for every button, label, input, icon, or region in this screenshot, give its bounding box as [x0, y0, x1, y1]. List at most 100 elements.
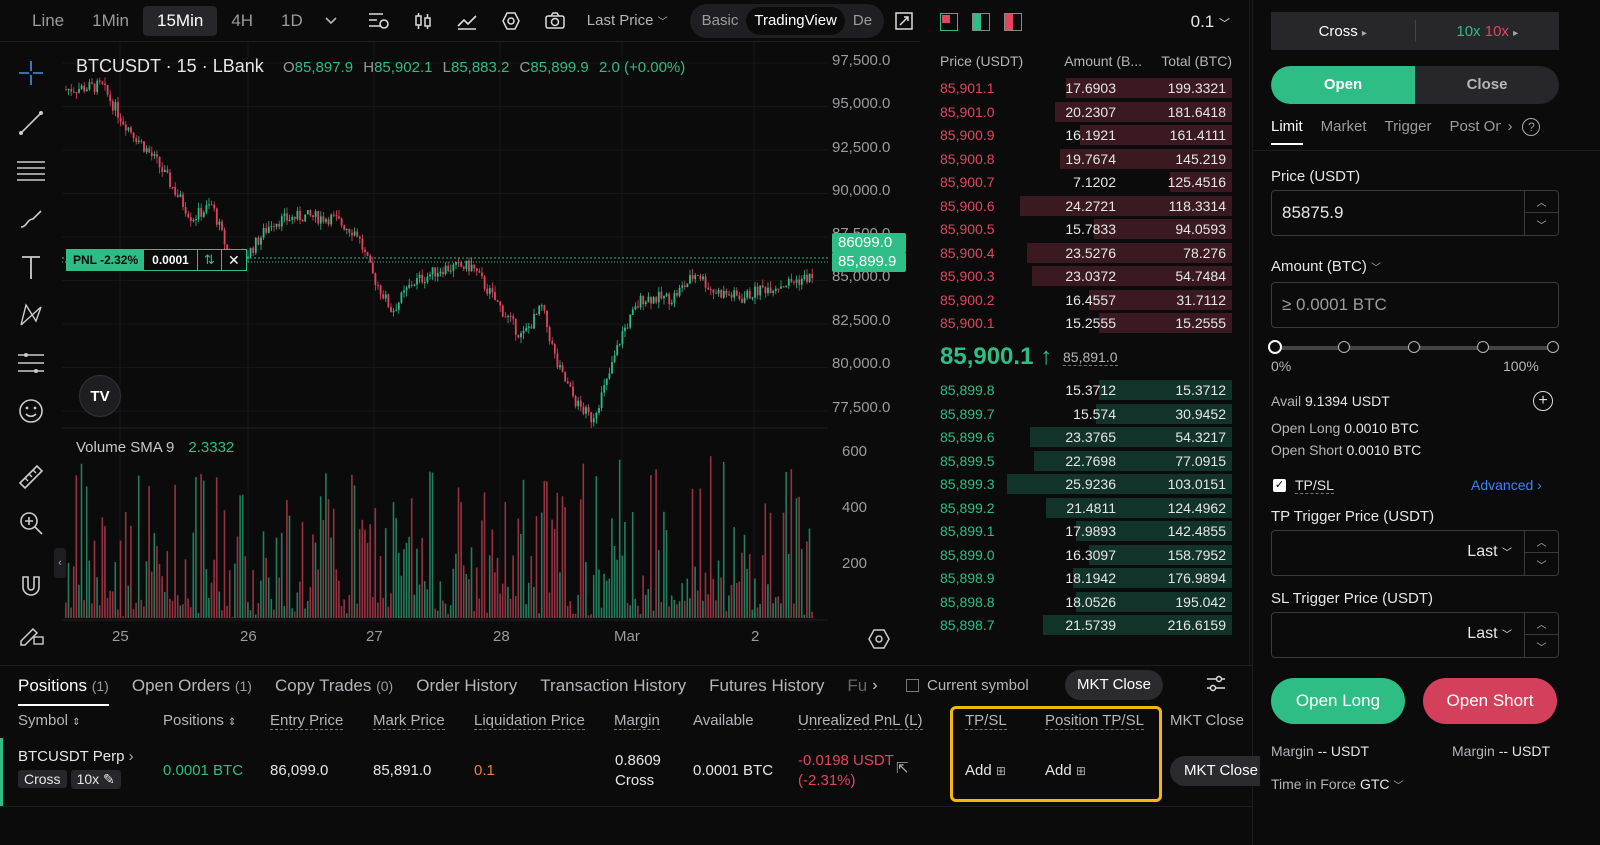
tp-trigger-input[interactable]: Last ﹀ ︿ ﹀ — [1271, 530, 1559, 576]
tab-market[interactable]: Market — [1320, 118, 1367, 135]
price-input[interactable]: 85875.9 ︿ ﹀ — [1271, 190, 1559, 236]
amount-input[interactable]: ≥ 0.0001 BTC — [1271, 282, 1559, 328]
leverage-select[interactable]: 10x 10x ▸ — [1456, 22, 1519, 40]
ask-row[interactable]: 85,900.1 15.2555 15.2555 — [938, 313, 1232, 333]
ask-row[interactable]: 85,900.6 24.2721 118.3314 — [938, 195, 1232, 216]
tab-copy-trades[interactable]: Copy Trades (0) — [274, 676, 394, 695]
ask-row[interactable]: 85,901.0 20.2307 181.6418 — [938, 101, 1232, 122]
mkt-close-all-button[interactable]: MKT Close — [1065, 670, 1163, 700]
timeframe-15min[interactable]: 15Min — [143, 5, 218, 36]
lock-drawing-icon[interactable] — [16, 618, 46, 648]
bid-row[interactable]: 85,899.6 23.3765 54.3217 — [938, 427, 1232, 447]
ask-row[interactable]: 85,900.2 16.4557 31.7112 — [938, 289, 1232, 310]
filter-settings-icon[interactable] — [1205, 674, 1227, 694]
ask-row[interactable]: 85,900.5 15.7833 94.0593 — [938, 219, 1232, 239]
advanced-link[interactable]: Advanced › — [1471, 477, 1542, 493]
indicators-icon[interactable] — [367, 9, 391, 33]
bid-row[interactable]: 85,899.0 16.3097 158.7952 — [938, 544, 1232, 565]
settings-hex-icon[interactable] — [499, 9, 523, 33]
bid-row[interactable]: 85,899.2 21.4811 124.4962 — [938, 497, 1232, 518]
tab-futures-more[interactable]: Fu — [847, 676, 868, 695]
add-position-tpsl-button[interactable]: Add ⊞ — [1045, 762, 1086, 779]
chart-settings-icon[interactable] — [864, 624, 894, 654]
bid-row[interactable]: 85,899.3 25.9236 103.0151 — [938, 474, 1232, 494]
chevron-down-icon[interactable] — [319, 9, 343, 33]
timeframe-1d[interactable]: 1D — [281, 10, 303, 30]
tab-trigger[interactable]: Trigger — [1384, 118, 1432, 135]
forecast-icon[interactable] — [16, 348, 46, 378]
leverage-badge[interactable]: 10x ✎ — [70, 770, 121, 789]
col-symbol[interactable]: Symbol ⇕ — [18, 712, 81, 729]
tab-limit[interactable]: Limit — [1271, 118, 1303, 145]
line-chart-icon[interactable] — [455, 9, 479, 33]
close-position-icon[interactable]: ✕ — [227, 251, 240, 268]
amount-unit-select[interactable]: Amount (BTC) ﹀ — [1271, 258, 1382, 275]
bid-row[interactable]: 85,898.8 18.0526 195.042 — [938, 591, 1232, 612]
timeframe-1min[interactable]: 1Min — [92, 10, 129, 30]
tp-stepper[interactable]: ︿ ﹀ — [1524, 531, 1558, 575]
open-long-button[interactable]: Open Long — [1271, 678, 1405, 724]
sl-trigger-type-select[interactable]: Last ﹀ — [1467, 625, 1512, 642]
magnet-icon[interactable] — [16, 572, 46, 602]
price-stepper[interactable]: ︿ ﹀ — [1524, 191, 1558, 235]
crosshair-icon[interactable] — [16, 58, 46, 88]
ask-row[interactable]: 85,900.4 23.5276 78.276 — [938, 242, 1232, 263]
tab-order-history[interactable]: Order History — [416, 676, 518, 695]
bid-row[interactable]: 85,899.8 15.3712 15.3712 — [938, 380, 1232, 400]
precision-select[interactable]: 0.1 ﹀ — [1190, 12, 1230, 31]
ask-row[interactable]: 85,901.1 17.6903 199.3321 — [938, 78, 1232, 98]
open-tab[interactable]: Open — [1271, 66, 1415, 104]
col-positions[interactable]: Positions ⇕ — [163, 712, 237, 729]
add-tpsl-button[interactable]: Add ⊞ — [965, 762, 1006, 779]
bid-row[interactable]: 85,899.7 15.574 30.9452 — [938, 403, 1232, 424]
book-both-icon[interactable] — [940, 13, 958, 31]
view-depth-tab[interactable]: De — [852, 11, 873, 29]
reverse-position-icon[interactable]: ⇅ — [198, 250, 222, 270]
brush-icon[interactable] — [16, 204, 46, 234]
tpsl-checkbox[interactable]: ✓ — [1273, 479, 1286, 492]
collapse-toolbar-icon[interactable]: ‹ — [54, 548, 66, 578]
help-icon[interactable]: ? — [1522, 118, 1541, 136]
timeframe-4h[interactable]: 4H — [231, 10, 254, 30]
bid-row[interactable]: 85,899.1 17.9893 142.4855 — [938, 521, 1232, 541]
tp-trigger-type-select[interactable]: Last ﹀ — [1467, 543, 1512, 560]
fullscreen-icon[interactable] — [892, 9, 916, 33]
pattern-icon[interactable] — [16, 300, 46, 330]
margin-mode-select[interactable]: Cross ▸ — [1318, 22, 1367, 40]
amount-slider[interactable] — [1268, 340, 1559, 354]
candlestick-icon[interactable] — [411, 9, 435, 33]
book-asks-icon[interactable] — [1004, 13, 1022, 31]
price-type-select[interactable]: Last Price ﹀ — [586, 12, 668, 29]
text-tool-icon[interactable] — [16, 252, 46, 282]
ask-row[interactable]: 85,900.8 19.7674 145.219 — [938, 148, 1232, 169]
position-line-label[interactable]: PNL -2.32% 0.0001 ⇅ ✕ — [66, 249, 247, 271]
tab-futures-history[interactable]: Futures History — [709, 676, 825, 695]
sl-trigger-input[interactable]: Last ﹀ ︿ ﹀ — [1271, 612, 1559, 658]
share-icon[interactable]: ⇱ — [896, 760, 909, 777]
bid-row[interactable]: 85,898.9 18.1942 176.9894 — [938, 568, 1232, 588]
bid-row[interactable]: 85,899.5 22.7698 77.0915 — [938, 450, 1232, 471]
transfer-add-icon[interactable]: + — [1533, 391, 1553, 411]
tabs-scroll-right-icon[interactable]: › — [872, 677, 878, 694]
emoji-icon[interactable] — [16, 396, 46, 426]
ask-row[interactable]: 85,900.9 16.1921 161.4111 — [938, 125, 1232, 145]
ruler-icon[interactable] — [16, 462, 46, 492]
position-symbol[interactable]: BTCUSDT Perp › — [18, 748, 134, 765]
open-short-button[interactable]: Open Short — [1423, 678, 1557, 724]
view-basic-tab[interactable]: Basic — [701, 11, 739, 29]
horizontal-lines-icon[interactable] — [16, 156, 46, 186]
timeframe-line[interactable]: Line — [32, 10, 65, 30]
candlestick-chart[interactable] — [62, 42, 832, 622]
tab-positions[interactable]: Positions (1) — [18, 666, 109, 706]
book-bids-icon[interactable] — [972, 13, 990, 31]
ask-row[interactable]: 85,900.7 7.1202 125.4516 — [938, 172, 1232, 192]
tab-post-only[interactable]: Post Only — [1449, 118, 1502, 135]
current-symbol-filter[interactable]: Current symbol — [906, 677, 1029, 694]
ask-row[interactable]: 85,900.3 23.0372 54.7484 — [938, 266, 1232, 286]
sl-stepper[interactable]: ︿ ﹀ — [1524, 613, 1558, 657]
trendline-icon[interactable] — [16, 108, 46, 138]
view-tradingview-tab[interactable]: TradingView — [746, 6, 845, 35]
tab-transaction-history[interactable]: Transaction History — [540, 676, 687, 695]
zoom-in-icon[interactable] — [16, 508, 46, 538]
tab-open-orders[interactable]: Open Orders (1) — [131, 676, 252, 695]
